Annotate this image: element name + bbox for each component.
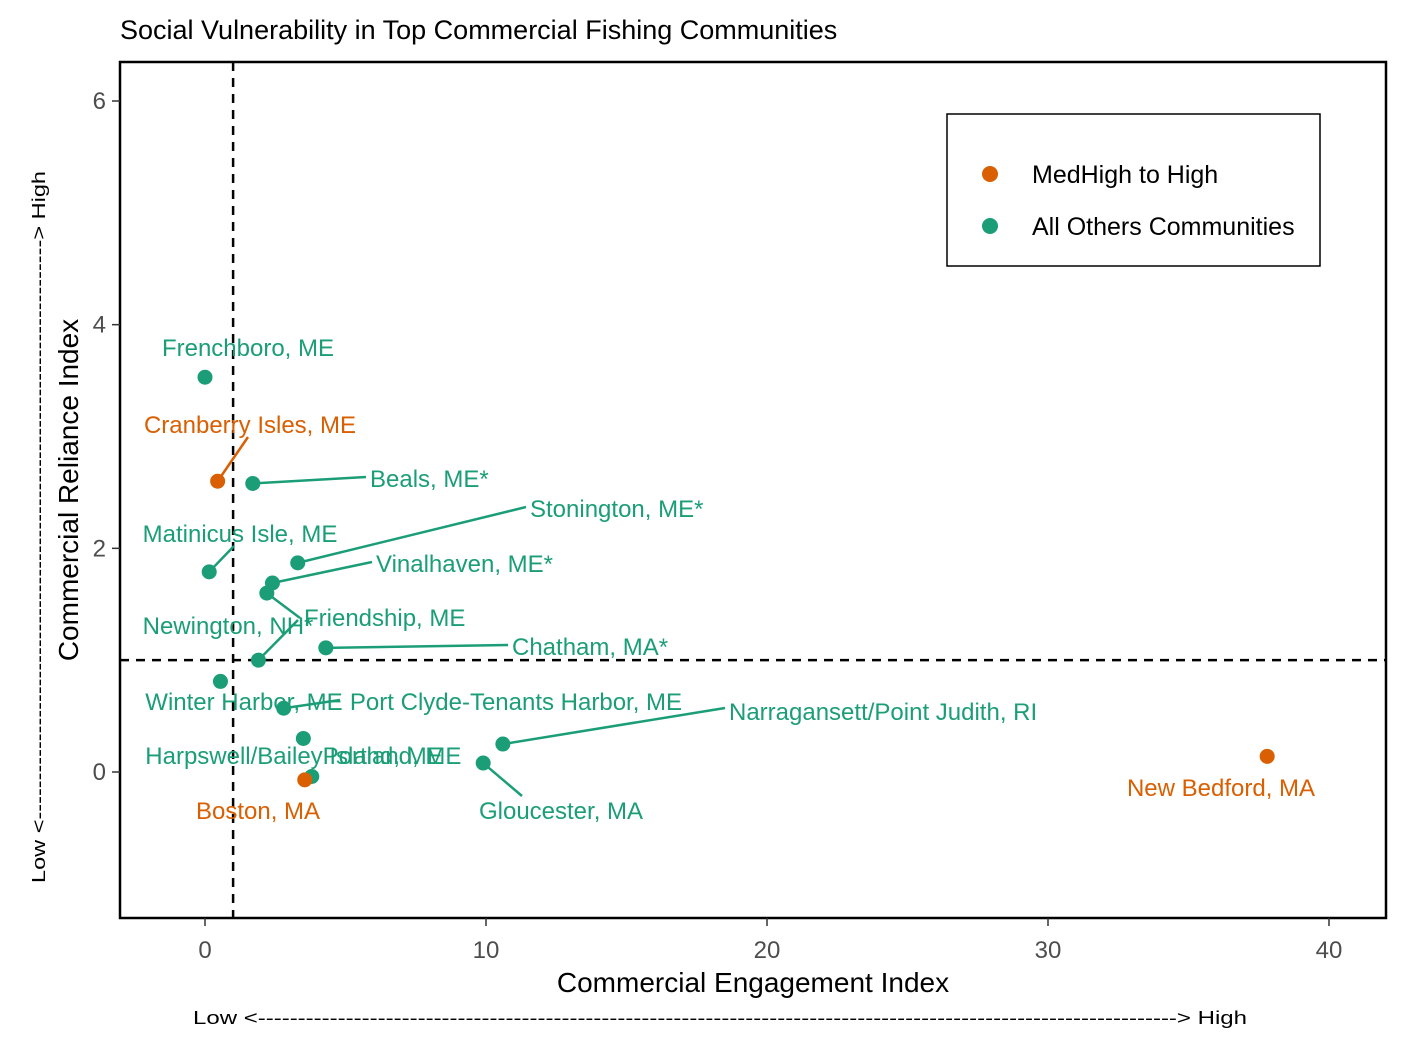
data-point (495, 736, 511, 752)
label-leader-line (257, 619, 299, 662)
point-label: Frenchboro, ME (162, 335, 334, 362)
data-point (290, 555, 306, 571)
label-leader-line (502, 706, 726, 746)
label-leader-line (216, 436, 250, 482)
point-label: Winter Harbor, ME (145, 689, 342, 716)
point-label: Gloucester, MA (479, 798, 643, 825)
legend-box (946, 113, 1321, 267)
data-point (197, 369, 213, 385)
point-label: Beals, ME* (370, 466, 489, 493)
data-point (201, 564, 217, 580)
data-point (210, 473, 226, 489)
data-point (1259, 748, 1275, 764)
y-tick-label: 2 (93, 535, 106, 562)
data-point (276, 700, 292, 716)
point-label: Boston, MA (196, 798, 320, 825)
y-tick-label: 0 (93, 759, 106, 786)
point-label: Vinalhaven, ME* (376, 551, 553, 578)
point-label: Chatham, MA* (512, 634, 668, 661)
point-label: Harpswell/Bailey Island, ME (145, 743, 442, 770)
point-label: Port Clyde-Tenants Harbor, ME (350, 689, 682, 716)
data-point (295, 730, 311, 746)
x-tick-label: 20 (754, 937, 781, 964)
label-leader-line (283, 698, 341, 710)
legend-marker-others (982, 218, 998, 234)
label-leader-line (325, 643, 509, 650)
label-leader-line (482, 762, 523, 797)
label-leader-line (297, 505, 527, 565)
point-label: Matinicus Isle, ME (143, 521, 338, 548)
legend: MedHigh to High All Others Communities (946, 113, 1321, 267)
y-tick-label: 6 (93, 88, 106, 115)
point-label: Narragansett/Point Judith, RI (729, 699, 1037, 726)
x-axis-direction-note: Low <-----------------------------------… (193, 1008, 1247, 1028)
data-point (297, 772, 313, 788)
point-label: Newington, NH* (143, 613, 314, 640)
point-label: Friendship, ME (304, 605, 465, 632)
y-tick-label: 4 (93, 312, 106, 339)
point-label: Portland, ME (323, 743, 462, 770)
data-point (475, 755, 491, 771)
x-tick-label: 30 (1035, 937, 1062, 964)
label-leader-line (252, 475, 367, 485)
chart-title: Social Vulnerability in Top Commercial F… (120, 15, 837, 45)
x-tick-label: 10 (473, 937, 500, 964)
x-tick-label: 40 (1316, 937, 1343, 964)
legend-label-medhigh: MedHigh to High (1032, 161, 1218, 189)
data-point (250, 652, 266, 668)
x-tick-label: 0 (198, 937, 211, 964)
point-label: New Bedford, MA (1127, 775, 1315, 802)
y-axis-direction-note: Low <-----------------------------------… (29, 171, 49, 883)
data-point (318, 640, 334, 656)
data-point (259, 585, 275, 601)
point-label: Cranberry Isles, ME (144, 412, 356, 439)
x-axis-title: Commercial Engagement Index (557, 967, 949, 998)
data-point (212, 673, 228, 689)
y-axis-title: Commercial Reliance Index (53, 319, 84, 661)
data-point (245, 475, 261, 491)
legend-label-others: All Others Communities (1032, 213, 1295, 241)
label-leader-line (272, 560, 373, 585)
point-label: Stonington, ME* (530, 496, 703, 523)
legend-marker-medhigh (982, 166, 998, 182)
plot-border (118, 60, 1388, 920)
